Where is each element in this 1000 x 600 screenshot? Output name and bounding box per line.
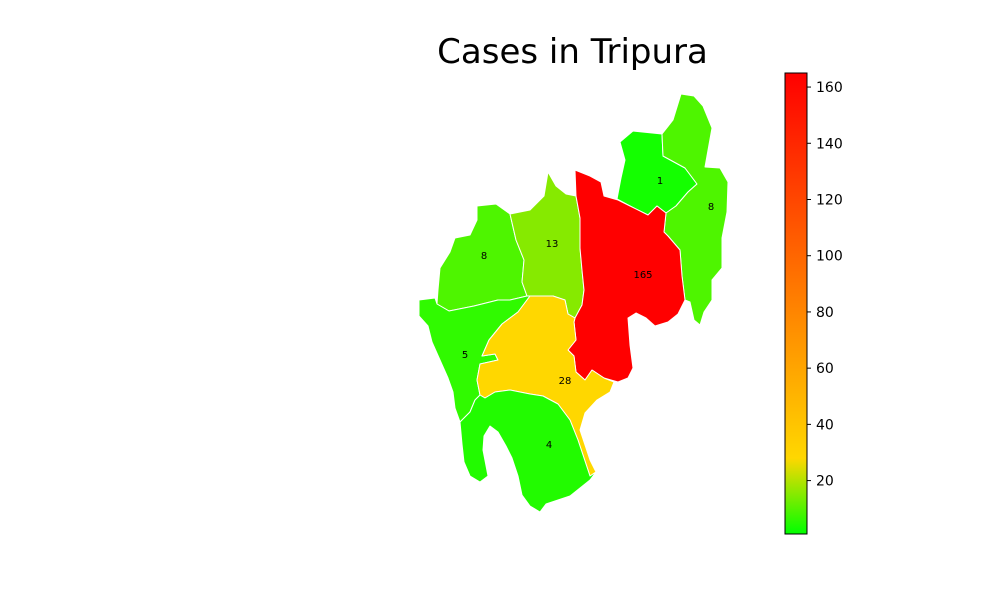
district-label: 13: [546, 239, 559, 250]
district-5[interactable]: [567, 169, 686, 383]
colorbar-scale: [784, 72, 808, 535]
colorbar-tick-label: 40: [816, 417, 834, 433]
colorbar-tick-label: 60: [816, 361, 834, 377]
district-label: 8: [708, 202, 714, 213]
colorbar-tick-label: 140: [816, 136, 843, 152]
colorbar-tick-label: 160: [816, 80, 843, 96]
district-label: 5: [462, 350, 468, 361]
colorbar-tick-label: 120: [816, 192, 843, 208]
map-title: Cases in Tripura: [437, 32, 708, 72]
colorbar-tick-label: 80: [816, 305, 834, 321]
district-label: 1: [657, 176, 663, 187]
district-label: 8: [481, 251, 487, 262]
district-8[interactable]: [459, 389, 597, 513]
district-2[interactable]: [661, 93, 729, 326]
district-label: 28: [559, 376, 572, 387]
district-label: 165: [633, 270, 652, 281]
colorbar-tick-label: 100: [816, 249, 843, 265]
colorbar-tick-label: 20: [816, 474, 834, 490]
colorbar: 20 40 60 80 100 120 140 160: [784, 72, 843, 535]
district-label: 4: [546, 440, 552, 451]
